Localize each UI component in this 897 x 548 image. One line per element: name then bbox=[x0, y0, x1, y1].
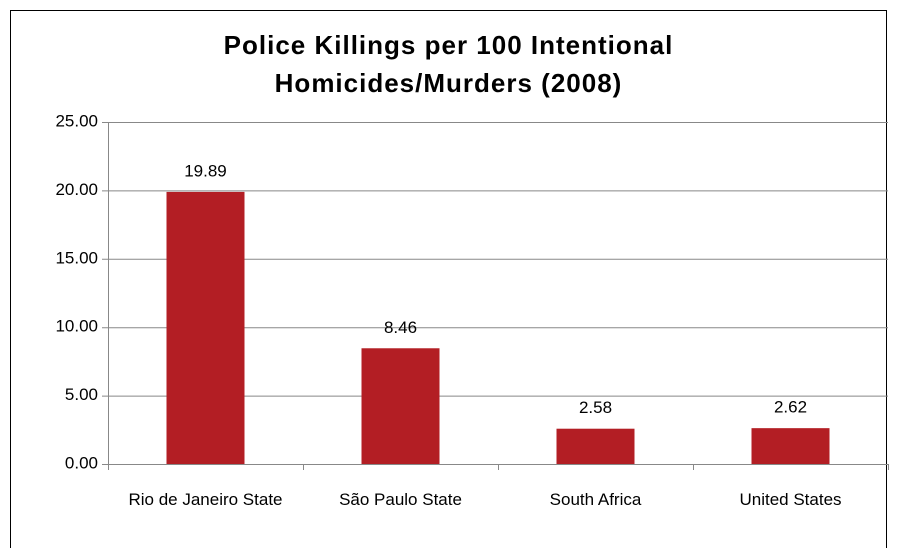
y-tick-label: 25.00 bbox=[55, 111, 98, 130]
y-tick-label: 10.00 bbox=[55, 317, 98, 336]
y-tick-label: 15.00 bbox=[55, 248, 98, 267]
chart-title: Police Killings per 100 Intentional Homi… bbox=[223, 30, 674, 98]
data-label: 2.58 bbox=[579, 398, 612, 417]
data-label: 2.62 bbox=[774, 398, 807, 417]
y-tick-label: 20.00 bbox=[55, 180, 98, 199]
bar bbox=[556, 428, 635, 464]
bar bbox=[361, 348, 440, 464]
y-tick-label: 5.00 bbox=[65, 385, 98, 404]
x-tick-label: United States bbox=[739, 490, 842, 509]
x-tick-label: Rio de Janeiro State bbox=[128, 490, 283, 509]
bar bbox=[166, 191, 245, 465]
x-tick-label: South Africa bbox=[549, 490, 642, 509]
data-label: 19.89 bbox=[184, 161, 227, 180]
x-tick-label: São Paulo State bbox=[339, 490, 462, 509]
data-label: 8.46 bbox=[384, 318, 417, 337]
bar bbox=[751, 428, 830, 464]
y-tick-label: 0.00 bbox=[65, 453, 98, 472]
chart-border bbox=[10, 10, 887, 548]
